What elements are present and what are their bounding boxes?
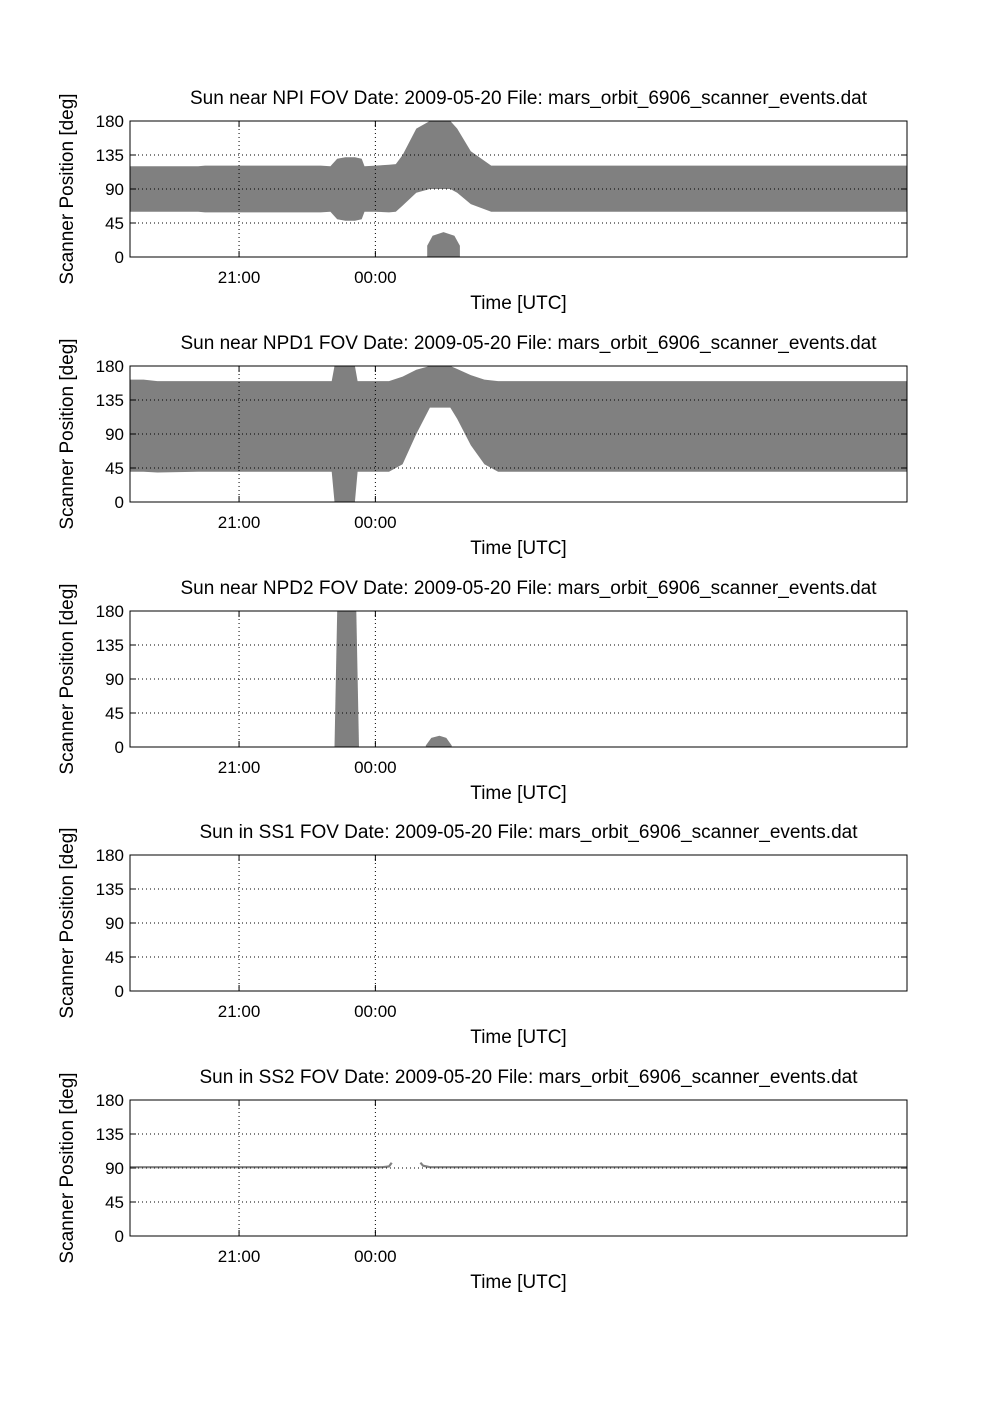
y-tick-label: 45 (105, 459, 124, 478)
y-tick-label: 135 (96, 1125, 124, 1144)
x-tick-label: 00:00 (354, 1247, 397, 1266)
x-tick-label: 00:00 (354, 1002, 397, 1021)
y-tick-label: 45 (105, 704, 124, 723)
y-tick-label: 0 (115, 493, 124, 512)
y-tick-label: 135 (96, 880, 124, 899)
y-tick-label: 45 (105, 214, 124, 233)
chart-panel-1: 0 45 90 135 180 21:00 00:00 Sun near NPI FOV Da… (57, 88, 908, 314)
chart-title: Sun in SS1 FOV Date: 2009-05-20 File: ma… (200, 822, 859, 843)
fill-region-2 (427, 232, 460, 257)
y-tick-label: 0 (115, 738, 124, 757)
x-tick-label: 00:00 (354, 513, 397, 532)
y-tick-label: 0 (115, 982, 124, 1001)
x-axis-label: Time [UTC] (470, 538, 566, 559)
fill-region-2 (425, 735, 452, 747)
y-tick-label: 90 (105, 1159, 124, 1178)
x-axis-label: Time [UTC] (470, 783, 566, 804)
x-tick-label: 21:00 (218, 268, 261, 287)
y-tick-label: 90 (105, 670, 124, 689)
y-axis-label: Scanner Position [deg] (57, 827, 78, 1018)
x-axis-label: Time [UTC] (470, 293, 566, 314)
y-axis-label: Scanner Position [deg] (57, 93, 78, 284)
plot-data (130, 1161, 907, 1169)
series-line-2 (419, 1161, 907, 1169)
fill-region-1 (130, 121, 907, 221)
x-tick-label: 00:00 (354, 758, 397, 777)
plot-data (130, 121, 907, 257)
y-tick-label: 180 (96, 357, 124, 376)
y-tick-label: 90 (105, 914, 124, 933)
chart-title: Sun near NPI FOV Date: 2009-05-20 File: … (190, 88, 868, 109)
chart-panel-3: 0 45 90 135 180 21:00 00:00 Sun near NPD2 FOV D… (57, 578, 908, 804)
chart-title: Sun near NPD2 FOV Date: 2009-05-20 File:… (180, 578, 877, 599)
y-tick-label: 180 (96, 846, 124, 865)
y-tick-label: 45 (105, 1193, 124, 1212)
x-tick-label: 21:00 (218, 513, 261, 532)
y-tick-label: 180 (96, 112, 124, 131)
y-axis-label: Scanner Position [deg] (57, 338, 78, 529)
y-tick-label: 0 (115, 1227, 124, 1246)
chart-title: Sun near NPD1 FOV Date: 2009-05-20 File:… (180, 333, 877, 354)
y-tick-label: 90 (105, 180, 124, 199)
y-tick-label: 180 (96, 1091, 124, 1110)
chart-title: Sun in SS2 FOV Date: 2009-05-20 File: ma… (200, 1067, 859, 1088)
y-tick-label: 180 (96, 602, 124, 621)
series-line-1 (130, 1162, 393, 1169)
y-tick-label: 90 (105, 425, 124, 444)
chart-panel-5: 0 45 90 135 180 21:00 00:00 Sun in SS2 FOV Date… (57, 1067, 908, 1293)
y-tick-label: 0 (115, 248, 124, 267)
chart-panel-4: 0 45 90 135 180 21:00 00:00 Sun in SS1 FOV Date… (57, 822, 908, 1048)
y-axis-label: Scanner Position [deg] (57, 583, 78, 774)
y-axis-label: Scanner Position [deg] (57, 1072, 78, 1263)
x-tick-label: 21:00 (218, 1002, 261, 1021)
x-tick-label: 21:00 (218, 1247, 261, 1266)
x-axis-label: Time [UTC] (470, 1272, 566, 1293)
y-tick-label: 135 (96, 391, 124, 410)
y-tick-label: 45 (105, 948, 124, 967)
x-tick-label: 21:00 (218, 758, 261, 777)
chart-panel-2: 0 45 90 135 180 21:00 00:00 Sun near NPD1 FOV D… (57, 333, 908, 559)
y-tick-label: 135 (96, 146, 124, 165)
x-tick-label: 00:00 (354, 268, 397, 287)
x-axis-label: Time [UTC] (470, 1027, 566, 1048)
y-tick-label: 135 (96, 636, 124, 655)
